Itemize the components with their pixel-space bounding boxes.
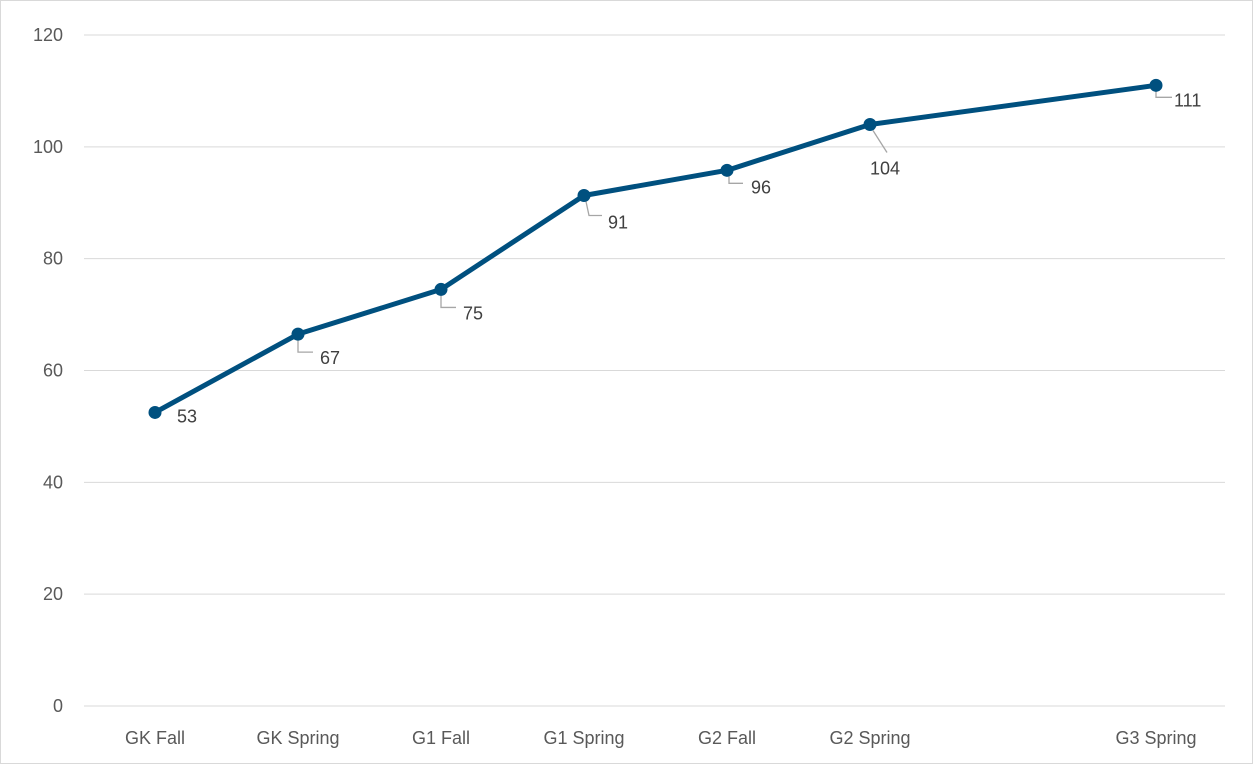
data-point — [291, 327, 305, 341]
data-label-leader-lines — [297, 90, 1172, 353]
leader-line — [1155, 90, 1172, 98]
leader-line — [585, 201, 602, 217]
data-point — [720, 163, 734, 177]
x-tick-label: G1 Fall — [412, 728, 470, 748]
data-point — [148, 405, 162, 419]
x-tick-label: G3 Spring — [1115, 728, 1196, 748]
series-line — [152, 82, 1159, 415]
data-point — [577, 188, 591, 202]
gridlines — [84, 34, 1225, 707]
y-axis-tick-labels: 0 20 40 60 80 100 120 — [33, 25, 63, 716]
y-tick-label: 60 — [43, 361, 63, 381]
data-label: 91 — [608, 212, 628, 232]
data-point-markers — [148, 78, 1163, 419]
x-tick-label: G1 Spring — [543, 728, 624, 748]
x-axis-tick-labels: GK Fall GK Spring G1 Fall G1 Spring G2 Fall G… — [125, 728, 1197, 748]
series-line-layer — [152, 82, 1159, 415]
data-label: 96 — [751, 177, 771, 197]
x-tick-label: G2 Spring — [829, 728, 910, 748]
leader-line — [728, 175, 743, 184]
data-label: 75 — [463, 303, 483, 323]
data-point — [1149, 78, 1163, 92]
y-tick-label: 20 — [43, 584, 63, 604]
x-tick-label: G2 Fall — [698, 728, 756, 748]
data-point — [434, 282, 448, 296]
leader-line — [872, 130, 888, 153]
data-label: 111 — [1174, 90, 1201, 110]
x-tick-label: GK Spring — [256, 728, 339, 748]
data-point — [863, 117, 877, 131]
x-tick-label: GK Fall — [125, 728, 185, 748]
leader-line — [297, 340, 313, 353]
y-tick-label: 100 — [33, 137, 63, 157]
y-tick-label: 40 — [43, 472, 63, 492]
leader-line — [440, 295, 456, 309]
data-label: 67 — [320, 348, 340, 368]
y-tick-label: 0 — [53, 696, 63, 716]
data-labels: 53 67 75 91 96 104 111 — [177, 90, 1201, 426]
data-label: 104 — [870, 158, 900, 178]
y-tick-label: 80 — [43, 249, 63, 269]
y-tick-label: 120 — [33, 25, 63, 45]
data-label: 53 — [177, 406, 197, 426]
